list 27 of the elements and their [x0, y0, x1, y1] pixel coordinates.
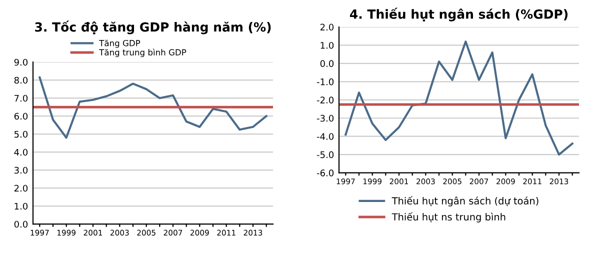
y-tick-label: 1.0 — [14, 202, 28, 210]
y-tick-label: 9.0 — [14, 58, 28, 66]
y-tick-label: 1.0 — [320, 42, 334, 49]
legend-label: Thiếu hụt ngân sách (dự toán) — [392, 196, 538, 206]
y-tick-label: 7.0 — [14, 94, 28, 102]
y-tick-label: 2.0 — [320, 24, 334, 31]
y-tick-label: 4.0 — [14, 148, 28, 156]
y-tick-label: -5.0 — [316, 151, 334, 158]
y-tick-label: 6.0 — [14, 112, 28, 120]
y-tick-label: 0.0 — [14, 220, 28, 228]
y-tick-label: -4.0 — [316, 133, 334, 140]
y-tick-label: -6.0 — [316, 170, 334, 176]
legend-label: Thiếu hụt ns trung bình — [392, 212, 506, 222]
chart-title: 3. Tốc độ tăng GDP hàng năm (%) — [35, 20, 271, 34]
y-tick-label: 0.0 — [320, 60, 334, 68]
y-tick-label: -1.0 — [316, 78, 334, 86]
y-tick-label: 8.0 — [14, 76, 28, 84]
line-series — [38, 76, 268, 139]
legend-label: Tăng trung bình GDP — [99, 48, 186, 58]
line-series — [344, 40, 574, 156]
y-tick-label: -2.0 — [316, 96, 334, 104]
y-tick-label: 5.0 — [14, 130, 28, 138]
y-tick-label: -3.0 — [316, 114, 334, 122]
chart-title: 4. Thiếu hụt ngân sách (%GDP) — [350, 8, 568, 22]
legend-label: Tăng GDP — [99, 40, 140, 48]
y-tick-label: 2.0 — [14, 184, 28, 192]
y-tick-label: 3.0 — [14, 166, 28, 174]
